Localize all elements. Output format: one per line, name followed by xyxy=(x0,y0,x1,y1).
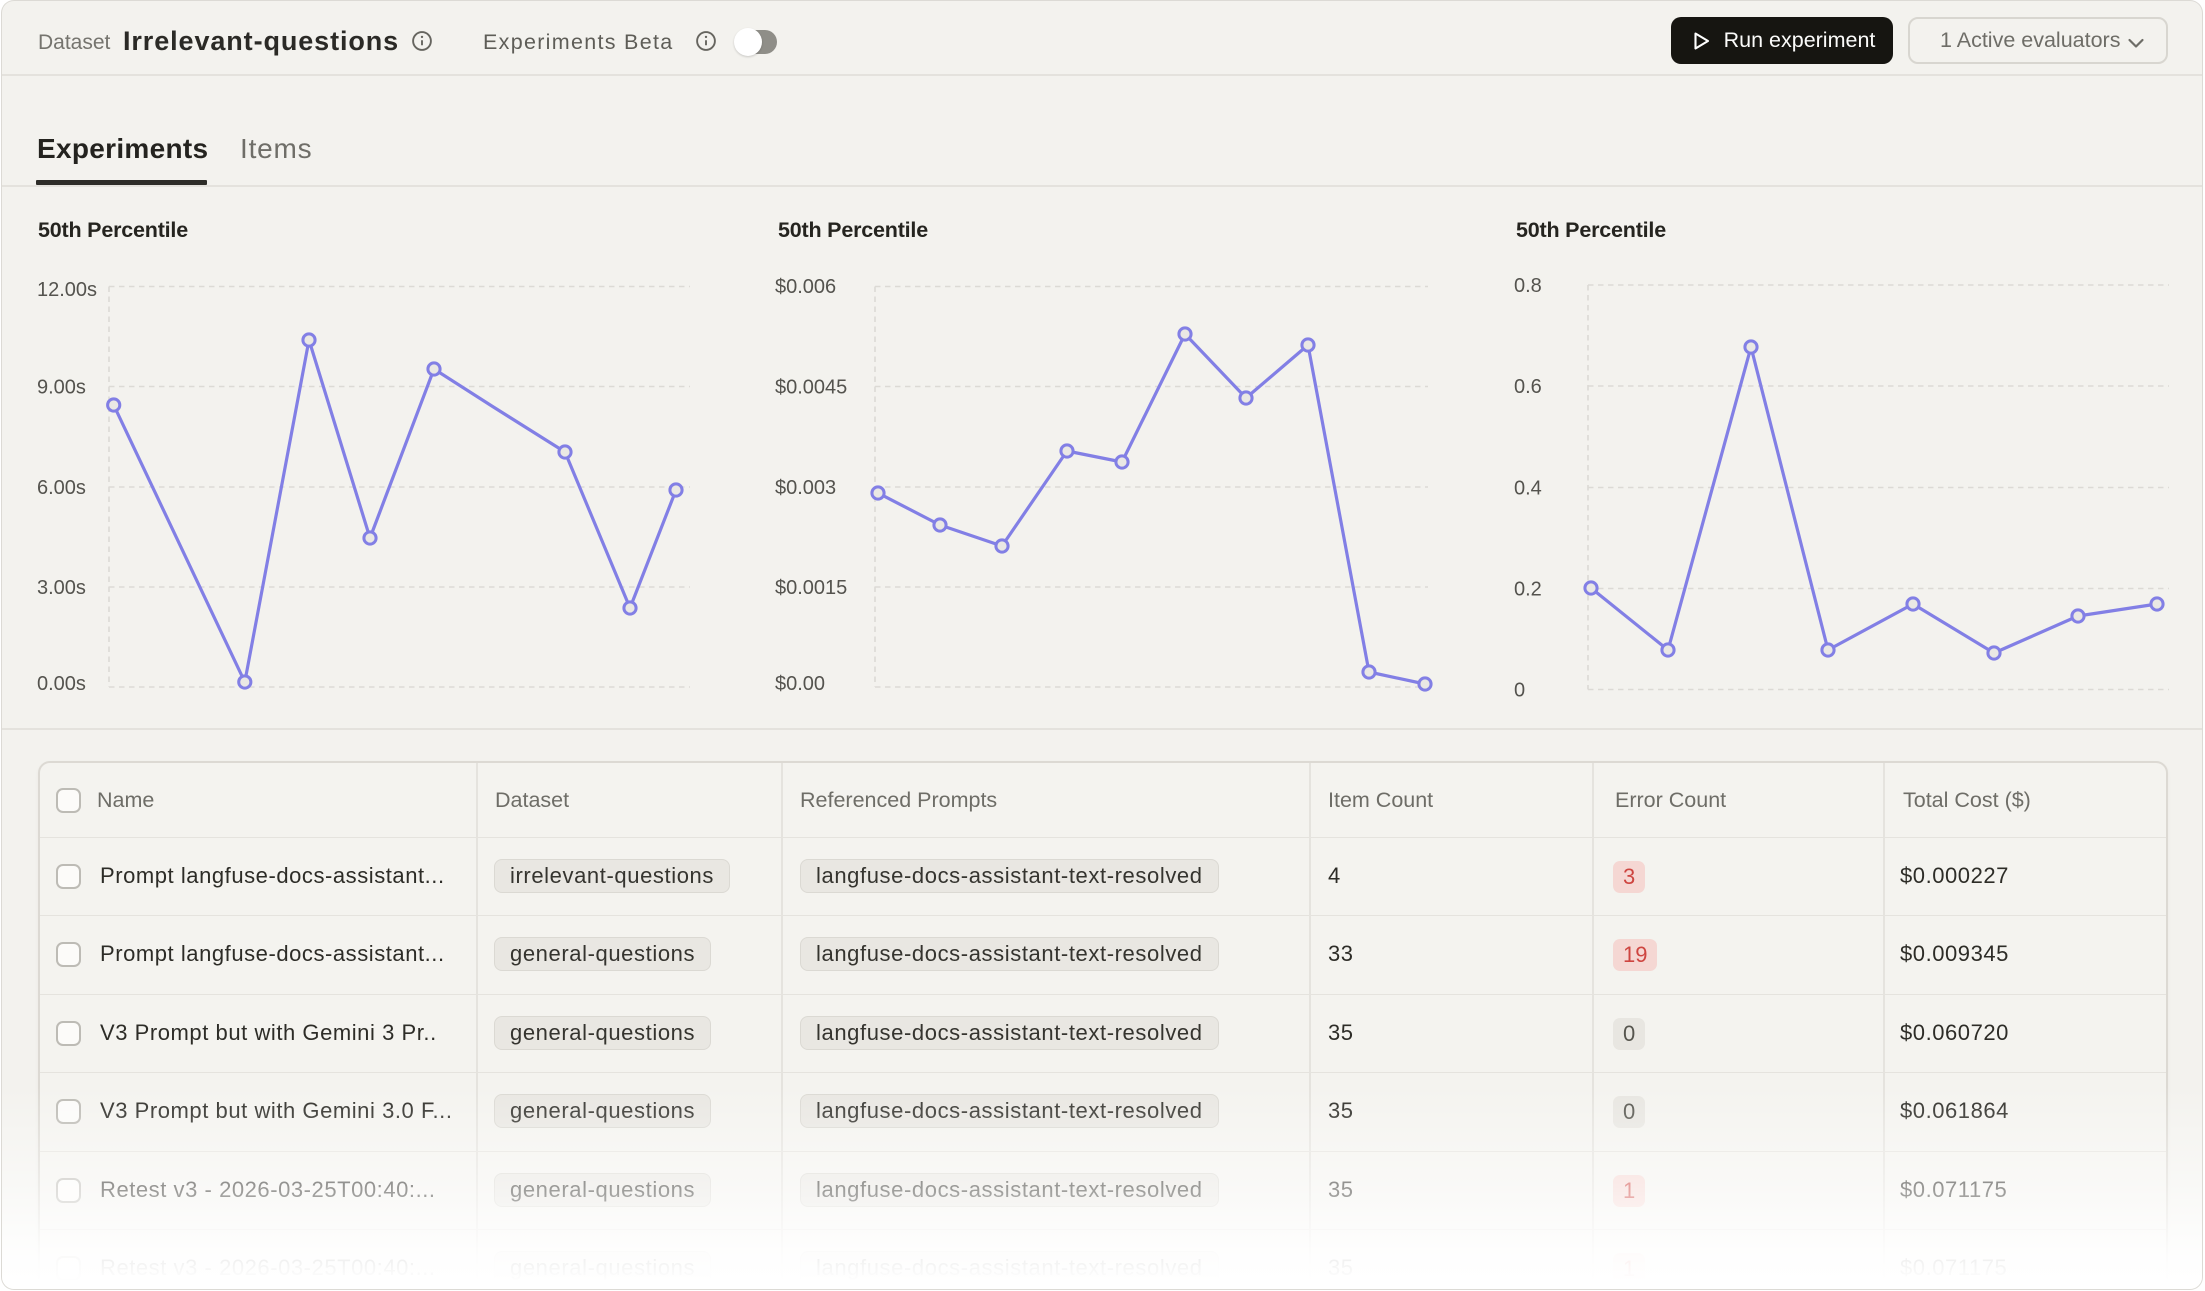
svg-text:50th Percentile: 50th Percentile xyxy=(778,218,928,242)
svg-text:6.00s: 6.00s xyxy=(37,477,86,499)
svg-text:12.00s: 12.00s xyxy=(37,279,97,301)
svg-text:0.4: 0.4 xyxy=(1514,478,1542,500)
svg-text:3.00s: 3.00s xyxy=(37,577,86,599)
svg-text:$0.006: $0.006 xyxy=(775,276,836,298)
svg-text:0.2: 0.2 xyxy=(1514,579,1542,601)
svg-text:50th Percentile: 50th Percentile xyxy=(38,218,188,242)
svg-text:0.6: 0.6 xyxy=(1514,376,1542,398)
svg-text:$0.0015: $0.0015 xyxy=(775,577,847,599)
svg-text:$0.003: $0.003 xyxy=(775,477,836,499)
svg-text:$0.0045: $0.0045 xyxy=(775,377,847,399)
svg-text:0: 0 xyxy=(1514,680,1525,702)
svg-text:$0.00: $0.00 xyxy=(775,673,825,695)
svg-text:50th Percentile: 50th Percentile xyxy=(1516,218,1666,242)
svg-text:0.00s: 0.00s xyxy=(37,673,86,695)
svg-text:0.8: 0.8 xyxy=(1514,275,1542,297)
svg-text:9.00s: 9.00s xyxy=(37,377,86,399)
